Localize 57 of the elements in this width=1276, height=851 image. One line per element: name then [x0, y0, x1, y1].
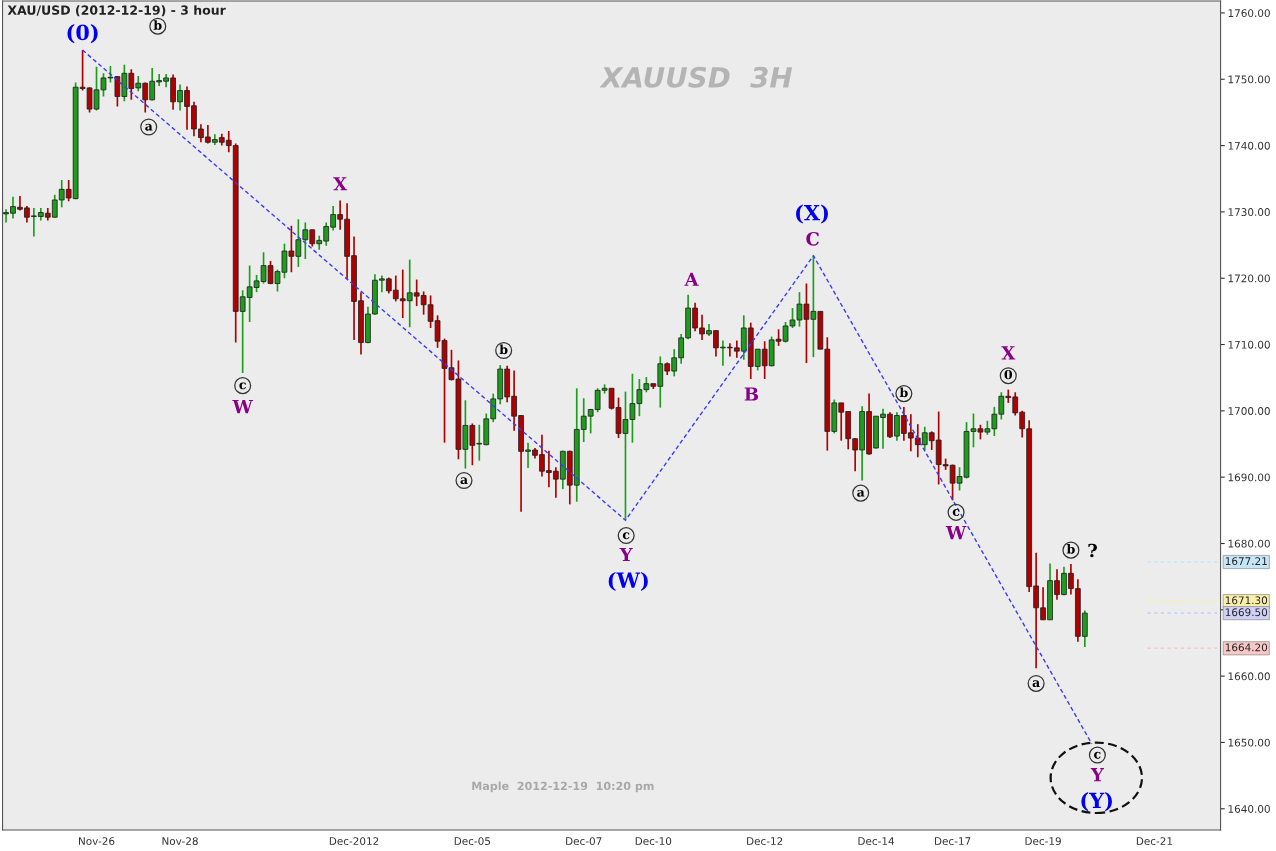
y-tick-label: 1730.00: [1228, 208, 1270, 216]
annotation: A: [684, 272, 699, 286]
annotation: X: [333, 177, 348, 191]
ref-line-label: 1669.50: [1225, 608, 1268, 617]
y-tick-label: 1650.00: [1228, 738, 1270, 747]
y-tick-label: 1710.00: [1228, 340, 1270, 349]
x-tick-label: Dec-2012: [329, 837, 379, 846]
annotation: Maple 2012-12-19 10:20 pm: [472, 781, 654, 793]
annotation: Y: [1090, 768, 1104, 782]
y-tick-label: 1680.00: [1228, 539, 1270, 548]
annotation: b: [499, 344, 508, 355]
y-tick-label: 1760.00: [1228, 9, 1270, 18]
annotation: (X): [796, 204, 828, 224]
ref-line-label: 1671.30: [1225, 596, 1268, 605]
annotation: a: [857, 489, 865, 497]
annotation: (Y): [1081, 792, 1112, 812]
annotation: XAUUSD 3H: [599, 66, 793, 88]
annotation: b: [899, 387, 908, 398]
ref-line-label: 1664.20: [1225, 643, 1268, 652]
y-tick-label: 1740.00: [1228, 141, 1270, 150]
annotation: C: [806, 232, 819, 246]
x-tick-label: Dec-12: [747, 837, 783, 846]
annotation: B: [744, 387, 759, 401]
x-tick-label: Nov-28: [162, 837, 198, 846]
y-tick-label: 1690.00: [1228, 473, 1270, 482]
annotation: b: [1066, 544, 1075, 554]
annotation: W: [945, 526, 967, 540]
annotation: c: [1094, 751, 1101, 759]
annotation: ?: [1088, 543, 1097, 558]
y-tick-label: 1750.00: [1228, 75, 1270, 84]
y-tick-label: 1660.00: [1228, 672, 1270, 681]
annotation: a: [1032, 680, 1040, 688]
x-tick-label: Nov-26: [79, 837, 115, 846]
annotation: c: [952, 509, 960, 516]
y-tick-label: 1720.00: [1228, 274, 1270, 283]
x-tick-label: Dec-07: [566, 837, 602, 846]
x-tick-label: Dec-19: [1025, 837, 1061, 846]
annotation: c: [622, 532, 630, 540]
annotation: Y: [619, 547, 633, 562]
y-tick-label: 1640.00: [1228, 805, 1270, 813]
x-tick-label: Dec-17: [935, 837, 971, 846]
annotation: b: [153, 20, 162, 30]
annotation: a: [460, 477, 468, 485]
annotation: (0): [67, 24, 98, 44]
x-tick-label: Dec-21: [1136, 837, 1173, 846]
annotation: a: [145, 123, 153, 131]
ref-line-label: 1677.21: [1225, 557, 1267, 566]
annotation: (W): [608, 571, 648, 591]
annotation: c: [239, 382, 246, 390]
x-tick-label: Dec-05: [454, 837, 491, 846]
annotation: 0: [1004, 369, 1013, 380]
annotation: X: [1001, 346, 1016, 360]
y-tick-label: 1700.00: [1228, 407, 1270, 415]
x-tick-label: Dec-14: [858, 837, 895, 846]
chart-title: XAU/USD (2012-12-19) - 3 hour: [7, 5, 226, 17]
annotation: W: [232, 400, 254, 414]
x-tick-label: Dec-10: [635, 837, 672, 846]
